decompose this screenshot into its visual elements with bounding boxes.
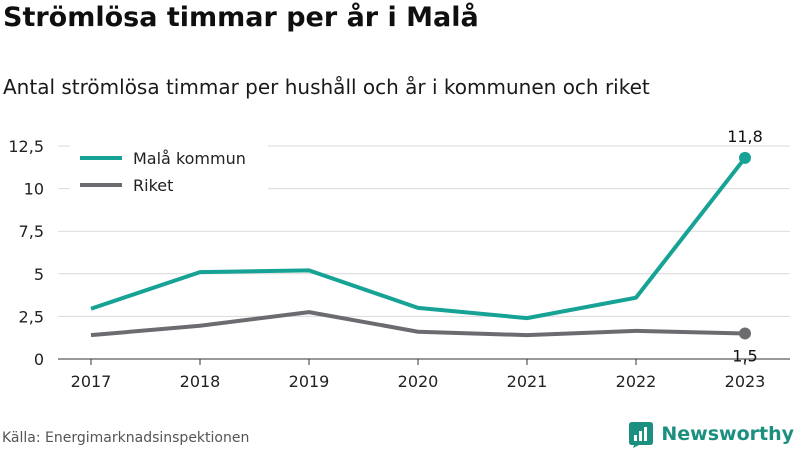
- series-layer: [90, 151, 751, 340]
- source-note: Källa: Energimarknadsinspektionen: [2, 430, 250, 446]
- data-label-riket-2023: 1,5: [732, 346, 757, 365]
- chart-subtitle: Antal strömlösa timmar per hushåll och å…: [3, 75, 650, 99]
- bar-chart-logo-icon: [629, 422, 654, 448]
- x-tick-label: 2021: [507, 372, 548, 391]
- brand-logo: Newsworthy: [627, 420, 794, 448]
- legend-label-mala: Malå kommun: [133, 149, 246, 168]
- y-tick-label: 12,5: [8, 137, 44, 156]
- data-label-mala-2023: 11,8: [727, 127, 763, 146]
- end-point-riket: [739, 327, 751, 340]
- legend: Malå kommun Riket: [70, 143, 268, 197]
- chart-title: Strömlösa timmar per år i Malå: [3, 2, 479, 33]
- series-line-riket: [90, 310, 746, 338]
- y-tick-label: 5: [34, 265, 44, 284]
- y-tick-label: 2,5: [19, 307, 44, 326]
- y-tick-label: 10: [24, 180, 44, 199]
- series-line-mala: [90, 156, 747, 321]
- line-chart: 0 2,5 5 7,5 10 12,5 2017 2018 2019 2020 2021 2022 20…: [8, 127, 790, 391]
- brand-name: Newsworthy: [661, 423, 794, 445]
- x-tick-label: 2020: [398, 372, 439, 391]
- legend-background: [70, 143, 268, 197]
- y-tick-label: 7,5: [19, 222, 44, 241]
- legend-label-riket: Riket: [133, 176, 173, 195]
- y-tick-label: 0: [34, 350, 44, 369]
- x-tick-label: 2022: [616, 372, 657, 391]
- x-tick-label: 2017: [71, 372, 112, 391]
- axis-layer: 0 2,5 5 7,5 10 12,5 2017 2018 2019 2020 2021 2022 20…: [8, 137, 790, 391]
- x-tick-label: 2023: [725, 372, 766, 391]
- x-tick-label: 2018: [180, 372, 221, 391]
- x-tick-label: 2019: [289, 372, 330, 391]
- data-label-layer: 11,8 1,5: [727, 127, 763, 366]
- end-point-mala: [739, 151, 751, 164]
